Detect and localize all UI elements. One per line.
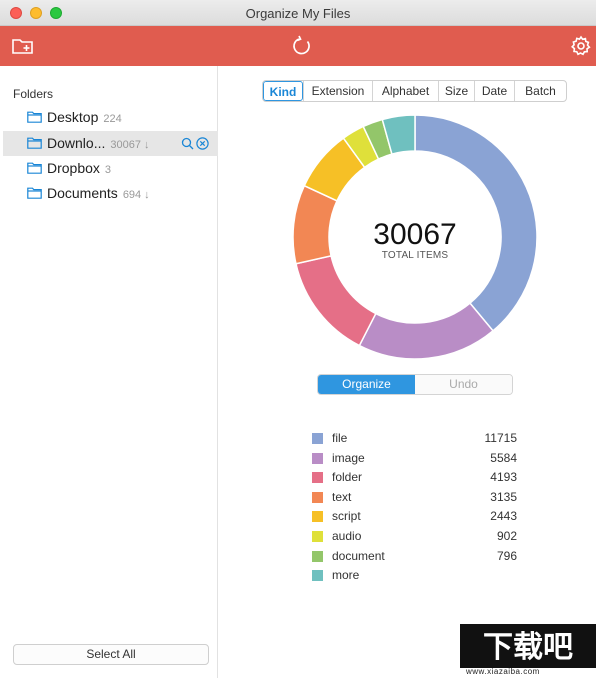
donut-slice-image[interactable] xyxy=(358,302,495,360)
folder-count: 30067 xyxy=(110,139,141,151)
sidebar-item-dropbox[interactable]: Dropbox 3 xyxy=(3,156,218,181)
legend-swatch xyxy=(312,570,323,582)
folder-icon xyxy=(27,137,42,149)
folder-plus-icon[interactable] xyxy=(11,34,35,58)
folder-name: Dropbox xyxy=(47,160,100,176)
sidebar-item-documents[interactable]: Documents 694 ↓ xyxy=(3,181,218,206)
legend-value: 5584 xyxy=(490,450,517,465)
search-icon[interactable] xyxy=(181,137,194,150)
tab-size[interactable]: Size xyxy=(438,81,474,101)
legend-item-folder[interactable]: folder 4193 xyxy=(312,469,522,489)
organize-button[interactable]: Organize xyxy=(318,375,415,394)
donut-slice-more[interactable] xyxy=(381,114,416,156)
legend-swatch xyxy=(312,550,323,562)
legend-item-audio[interactable]: audio 902 xyxy=(312,528,522,548)
folder-count: 224 xyxy=(103,113,122,125)
donut-slice-file[interactable] xyxy=(414,114,538,332)
legend-swatch xyxy=(312,511,323,523)
legend-label: text xyxy=(332,489,352,504)
refresh-icon[interactable] xyxy=(290,34,314,58)
sort-tabs: Kind Extension Alphabet Size Date Batch xyxy=(262,80,567,102)
tab-kind[interactable]: Kind xyxy=(263,81,303,101)
sidebar-item-downloads[interactable]: Downlo... 30067 ↓ xyxy=(3,131,218,156)
folder-name: Downlo... xyxy=(47,135,106,151)
sidebar-title: Folders xyxy=(13,87,54,101)
watermark-url: www.xiazaiba.com xyxy=(466,667,540,676)
legend-swatch xyxy=(312,452,323,464)
action-buttons: Organize Undo xyxy=(317,374,513,395)
kind-donut-chart xyxy=(292,114,538,360)
arrow-down-icon: ↓ xyxy=(144,189,150,201)
legend-value: 4193 xyxy=(490,470,517,485)
folder-icon xyxy=(27,187,42,199)
gear-icon[interactable] xyxy=(569,34,593,58)
watermark-text: 下载吧 xyxy=(483,630,573,665)
legend-label: folder xyxy=(332,470,363,485)
legend-item-image[interactable]: image 5584 xyxy=(312,450,522,470)
kind-legend: file 11715 image 5584 folder 4193 text 3135 scri… xyxy=(312,430,522,587)
close-window-button[interactable] xyxy=(10,7,22,19)
minimize-window-button[interactable] xyxy=(30,7,42,19)
legend-label: audio xyxy=(332,528,362,543)
tab-date[interactable]: Date xyxy=(474,81,514,101)
legend-swatch xyxy=(312,433,323,444)
folder-icon xyxy=(27,162,42,174)
title-bar: Organize My Files xyxy=(0,0,596,26)
legend-label: document xyxy=(332,548,385,563)
toolbar xyxy=(0,26,596,66)
legend-label: more xyxy=(332,568,360,583)
legend-value: 3135 xyxy=(490,489,517,504)
total-items-label: TOTAL ITEMS xyxy=(381,250,449,261)
total-items-count: 30067 xyxy=(373,218,457,251)
undo-button[interactable]: Undo xyxy=(415,375,512,394)
legend-item-file[interactable]: file 11715 xyxy=(312,430,522,450)
legend-item-text[interactable]: text 3135 xyxy=(312,489,522,509)
select-all-button[interactable]: Select All xyxy=(13,644,209,665)
folder-count: 694 xyxy=(122,189,142,201)
maximize-window-button[interactable] xyxy=(50,7,62,19)
window-title: Organize My Files xyxy=(245,6,351,21)
folder-count: 3 xyxy=(104,164,112,176)
donut-slice-folder[interactable] xyxy=(295,254,377,347)
folder-name: Documents xyxy=(47,185,118,201)
legend-value: 11715 xyxy=(484,431,517,445)
arrow-down-icon: ↓ xyxy=(143,139,150,151)
legend-label: script xyxy=(332,509,361,524)
legend-label: image xyxy=(332,450,365,465)
legend-swatch xyxy=(312,472,323,484)
legend-swatch xyxy=(312,491,323,503)
legend-value: 902 xyxy=(496,528,517,543)
close-circle-icon[interactable] xyxy=(196,137,209,150)
tab-alphabet[interactable]: Alphabet xyxy=(372,81,438,101)
folder-name: Desktop xyxy=(47,109,99,125)
legend-value: 2443 xyxy=(490,509,517,524)
legend-value: 796 xyxy=(496,548,517,563)
legend-item-more[interactable]: more xyxy=(312,567,522,587)
watermark-logo: 下载吧 xyxy=(460,624,596,681)
legend-swatch xyxy=(312,530,323,542)
folder-icon xyxy=(27,111,42,123)
legend-item-document[interactable]: document 796 xyxy=(312,548,522,568)
legend-label: file xyxy=(332,431,348,445)
sidebar-item-desktop[interactable]: Desktop 224 xyxy=(3,105,218,130)
tab-batch[interactable]: Batch xyxy=(514,81,566,101)
sidebar: Folders Desktop 224 Downlo... 30067 ↓ Drop xyxy=(3,66,218,678)
tab-extension[interactable]: Extension xyxy=(303,81,372,101)
legend-item-script[interactable]: script 2443 xyxy=(312,508,522,528)
